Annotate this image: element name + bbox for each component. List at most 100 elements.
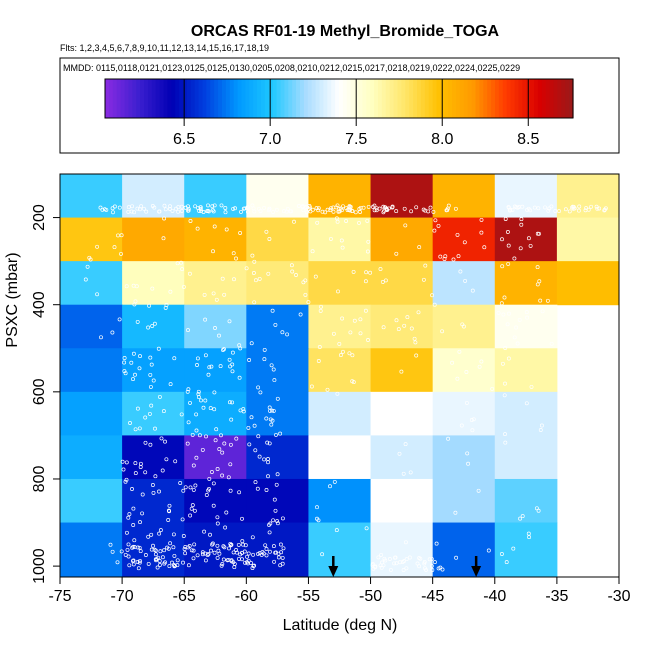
sample-point [329,206,333,211]
sample-point [163,560,168,565]
sample-point [230,400,235,405]
sample-point [252,300,257,305]
sample-point [394,561,399,566]
sample-point [421,277,426,282]
sample-point [347,351,352,356]
sample-point [206,203,210,208]
colorbar-segment [124,79,129,118]
colorbar-segment [530,79,535,118]
sample-point [398,560,402,565]
sample-point [394,209,399,214]
sample-point [227,319,232,324]
colorbar-segment [346,79,352,118]
sample-point [203,353,208,358]
sample-point [95,244,100,249]
sample-point [315,220,320,225]
colorbar-segment [393,79,399,118]
sample-point [185,389,190,394]
sample-point [428,205,433,210]
sample-point [199,398,203,403]
sample-point [264,488,269,492]
heatmap-cell [60,348,123,393]
heatmap-cell [370,217,434,262]
sample-point [313,274,318,279]
sample-point [350,353,355,358]
sample-point [150,204,155,208]
sample-point [279,550,284,555]
sample-point [163,439,167,444]
colorbar-segment [190,79,196,118]
sample-point [471,417,476,422]
sample-point [264,229,269,234]
sample-point [188,400,192,405]
colorbar-segment [108,79,114,118]
heatmap-cell [60,174,123,219]
sample-point [402,323,407,328]
heatmap-cell [246,435,309,480]
sample-point [453,206,458,211]
colorbar-segment [186,79,192,118]
colorbar-segment [128,79,133,118]
sample-point [151,490,156,495]
sample-point [382,556,387,561]
sample-point [183,551,188,556]
sample-point [387,557,392,561]
sample-point [191,463,196,468]
sample-point [372,208,377,213]
colorbar-segment [280,79,285,118]
sample-point [245,209,250,214]
sample-point [390,205,395,210]
sample-point [222,545,227,550]
sample-point [196,389,201,394]
sample-point [343,465,347,470]
sample-point [181,488,186,493]
sample-point [366,338,370,342]
colorbar-segment [167,79,172,118]
sample-point [296,204,301,208]
heatmap-cell [308,261,372,306]
sample-point [143,440,148,445]
colorbar-segment [120,79,126,118]
sample-point [151,543,155,548]
heatmap-cell [494,478,558,524]
colorbar-segment [471,79,477,118]
sample-point [197,433,202,438]
sample-point [294,273,298,277]
sample-point [271,518,276,523]
colorbar-segment [175,79,180,118]
heatmap-cell [494,304,558,349]
sample-point [438,254,443,259]
sample-point [256,551,260,556]
colorbar-segment [374,79,379,118]
sample-point [185,441,190,446]
sample-point [414,205,419,210]
sample-point [112,245,117,250]
heatmap [60,174,620,578]
sample-point [310,249,315,254]
sample-point [270,418,275,423]
sample-point [220,450,225,455]
sample-point [272,559,277,564]
sample-point [201,405,206,410]
sample-point [132,210,137,215]
sample-point [213,326,217,330]
sample-point [252,259,257,264]
sample-point [253,278,258,283]
sample-point [131,558,136,563]
sample-point [150,324,155,328]
sample-point [178,481,183,485]
sample-point [232,277,236,282]
sample-point [274,432,278,437]
heatmap-cell [184,522,247,578]
sample-point [412,336,417,341]
sample-point [536,206,541,211]
sample-point [417,564,422,569]
sample-point [446,203,451,208]
sample-point [532,205,537,210]
sample-point [328,208,333,213]
sample-point [331,209,336,214]
sample-point [115,560,120,565]
sample-point [211,209,216,214]
sample-point [140,492,145,497]
sample-point [427,557,432,562]
